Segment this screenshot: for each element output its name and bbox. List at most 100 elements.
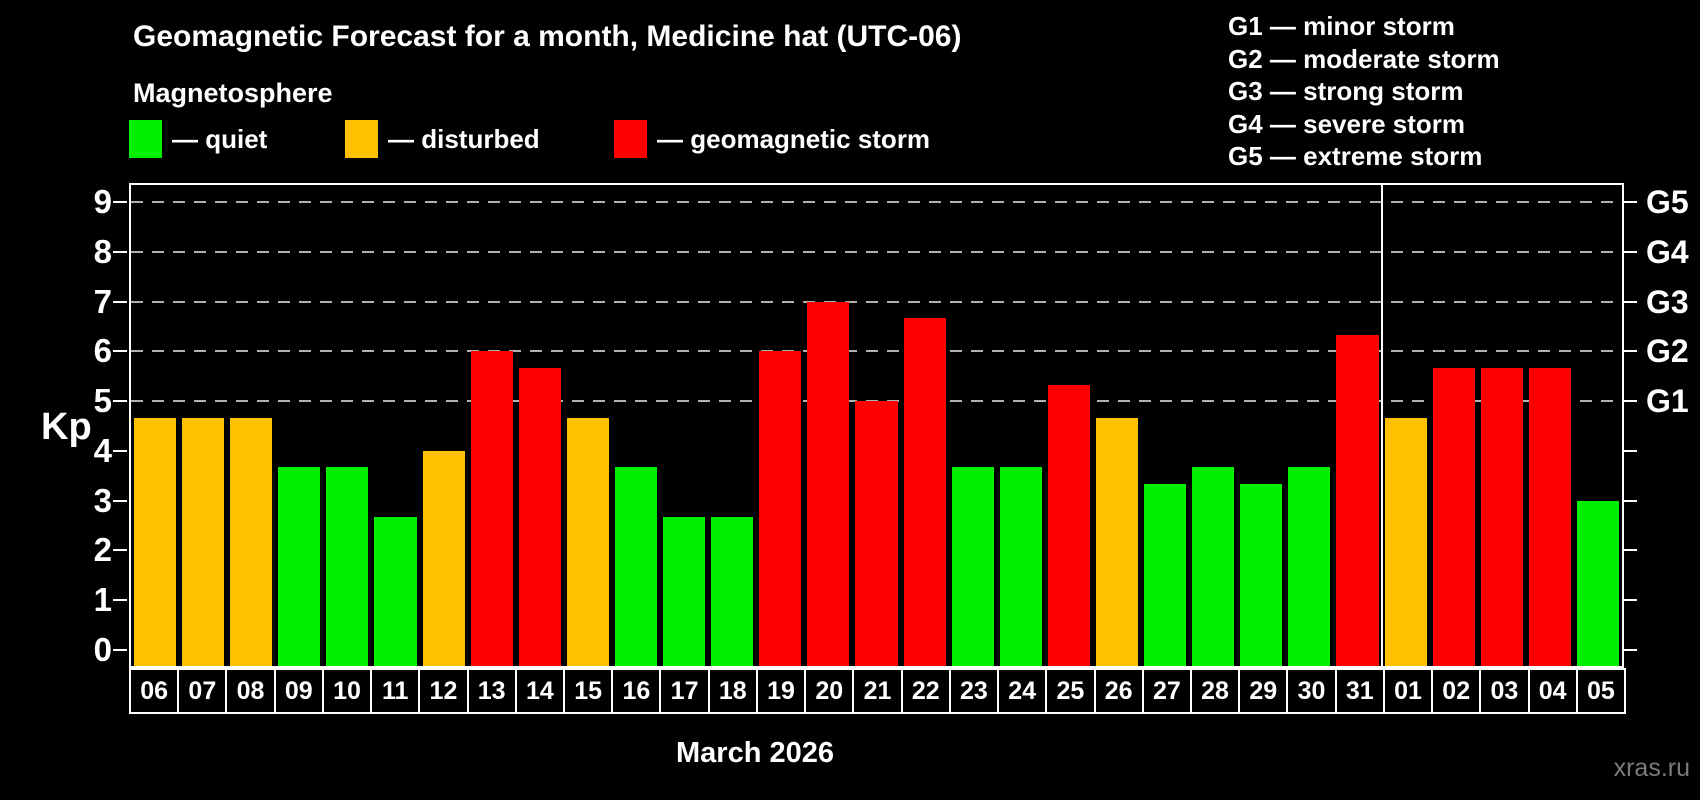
bar-day-10 — [326, 467, 369, 666]
date-box-04: 04 — [1527, 668, 1578, 714]
bar-day-31 — [1336, 334, 1379, 666]
bar-day-04 — [1528, 367, 1571, 666]
date-box-29: 29 — [1238, 668, 1289, 714]
right-axis-label-g2: G2 — [1646, 333, 1689, 370]
left-tick-kp8 — [113, 250, 127, 253]
date-box-16: 16 — [611, 668, 662, 714]
left-tick-kp6 — [113, 350, 127, 353]
right-tick-kp7 — [1623, 300, 1637, 303]
date-box-17: 17 — [659, 668, 710, 714]
bar-day-05 — [1576, 500, 1619, 666]
y-axis-label-0: 0 — [93, 631, 112, 668]
bar-day-30 — [1288, 467, 1331, 666]
bar-day-21 — [855, 401, 898, 666]
date-box-12: 12 — [418, 668, 469, 714]
chart-title: Geomagnetic Forecast for a month, Medici… — [133, 20, 962, 53]
right-axis-label-g5: G5 — [1646, 183, 1689, 220]
right-tick-kp1 — [1623, 599, 1637, 602]
bar-day-09 — [278, 467, 321, 666]
date-box-21: 21 — [852, 668, 903, 714]
gridline-kp7 — [131, 300, 1622, 303]
bar-day-27 — [1144, 484, 1187, 666]
bar-day-11 — [374, 517, 417, 666]
right-tick-kp4 — [1623, 449, 1637, 452]
bar-day-23 — [951, 467, 994, 666]
right-axis-label-g3: G3 — [1646, 283, 1689, 320]
left-tick-kp5 — [113, 400, 127, 403]
bar-day-02 — [1432, 367, 1475, 666]
left-tick-kp4 — [113, 449, 127, 452]
date-box-02: 02 — [1431, 668, 1482, 714]
date-box-25: 25 — [1045, 668, 1096, 714]
right-axis-label-g4: G4 — [1646, 233, 1689, 270]
y-axis-title: Kp — [41, 406, 92, 448]
y-axis-label-1: 1 — [93, 581, 112, 619]
date-box-14: 14 — [514, 668, 566, 714]
date-box-05: 05 — [1575, 668, 1626, 714]
legend-label-disturbed: — disturbed — [388, 124, 540, 154]
legend-label-storm: — geomagnetic storm — [657, 124, 931, 154]
date-box-06: 06 — [129, 668, 180, 714]
date-box-26: 26 — [1093, 668, 1144, 714]
date-box-11: 11 — [370, 668, 421, 714]
date-box-24: 24 — [997, 668, 1048, 714]
x-axis-title: March 2026 — [676, 737, 834, 769]
y-axis-label-5: 5 — [93, 382, 112, 420]
bar-day-01 — [1384, 417, 1427, 666]
gscale-item-g3: G3 — strong storm — [1228, 76, 1464, 106]
date-box-19: 19 — [755, 668, 807, 714]
chart-subtitle: Magnetosphere — [133, 78, 333, 108]
y-axis-label-6: 6 — [93, 332, 112, 370]
watermark: xras.ru — [1613, 754, 1690, 782]
right-tick-kp6 — [1623, 350, 1637, 353]
bar-day-20 — [807, 301, 850, 666]
right-tick-kp2 — [1623, 549, 1637, 552]
right-tick-kp5 — [1623, 400, 1637, 403]
date-box-03: 03 — [1479, 668, 1530, 714]
left-tick-kp0 — [113, 649, 127, 651]
y-axis-label-7: 7 — [93, 282, 112, 320]
gscale-item-g1: G1 — minor storm — [1228, 11, 1455, 41]
date-box-10: 10 — [321, 668, 373, 714]
bar-day-03 — [1480, 367, 1523, 666]
y-axis-label-2: 2 — [93, 531, 112, 569]
bar-day-12 — [422, 450, 465, 666]
gscale-item-g5: G5 — extreme storm — [1228, 141, 1483, 171]
date-box-23: 23 — [948, 668, 1000, 714]
bar-day-17 — [663, 517, 706, 666]
bar-day-26 — [1095, 417, 1139, 666]
gscale-item-g4: G4 — severe storm — [1228, 108, 1466, 139]
bar-day-16 — [614, 467, 658, 666]
date-box-15: 15 — [563, 668, 614, 714]
bar-day-22 — [903, 317, 946, 666]
bar-day-07 — [182, 417, 225, 666]
date-box-09: 09 — [273, 668, 324, 714]
month-separator — [1380, 185, 1383, 666]
legend-swatch-quiet — [129, 120, 162, 158]
legend-label-quiet: — quiet — [172, 124, 268, 154]
gridline-kp9 — [131, 200, 1622, 203]
date-box-18: 18 — [707, 668, 758, 714]
legend-swatch-storm — [614, 120, 647, 158]
left-tick-kp9 — [113, 200, 127, 203]
bar-day-19 — [759, 351, 802, 666]
gridline-kp6 — [131, 350, 1622, 353]
date-box-01: 01 — [1382, 668, 1434, 714]
date-box-27: 27 — [1141, 668, 1192, 714]
date-box-22: 22 — [900, 668, 951, 714]
bar-day-29 — [1240, 484, 1283, 666]
y-axis-label-9: 9 — [93, 182, 112, 220]
date-box-07: 07 — [177, 668, 228, 714]
plot-area — [129, 183, 1624, 668]
left-tick-kp2 — [113, 549, 127, 552]
y-axis-label-8: 8 — [93, 232, 112, 270]
left-tick-kp7 — [113, 300, 127, 303]
gridline-kp8 — [131, 250, 1622, 253]
right-tick-kp3 — [1623, 499, 1637, 502]
date-box-31: 31 — [1334, 668, 1385, 714]
left-tick-kp3 — [113, 499, 127, 502]
y-axis-label-3: 3 — [93, 481, 112, 519]
legend-swatch-disturbed — [345, 120, 378, 158]
date-box-30: 30 — [1286, 668, 1337, 714]
